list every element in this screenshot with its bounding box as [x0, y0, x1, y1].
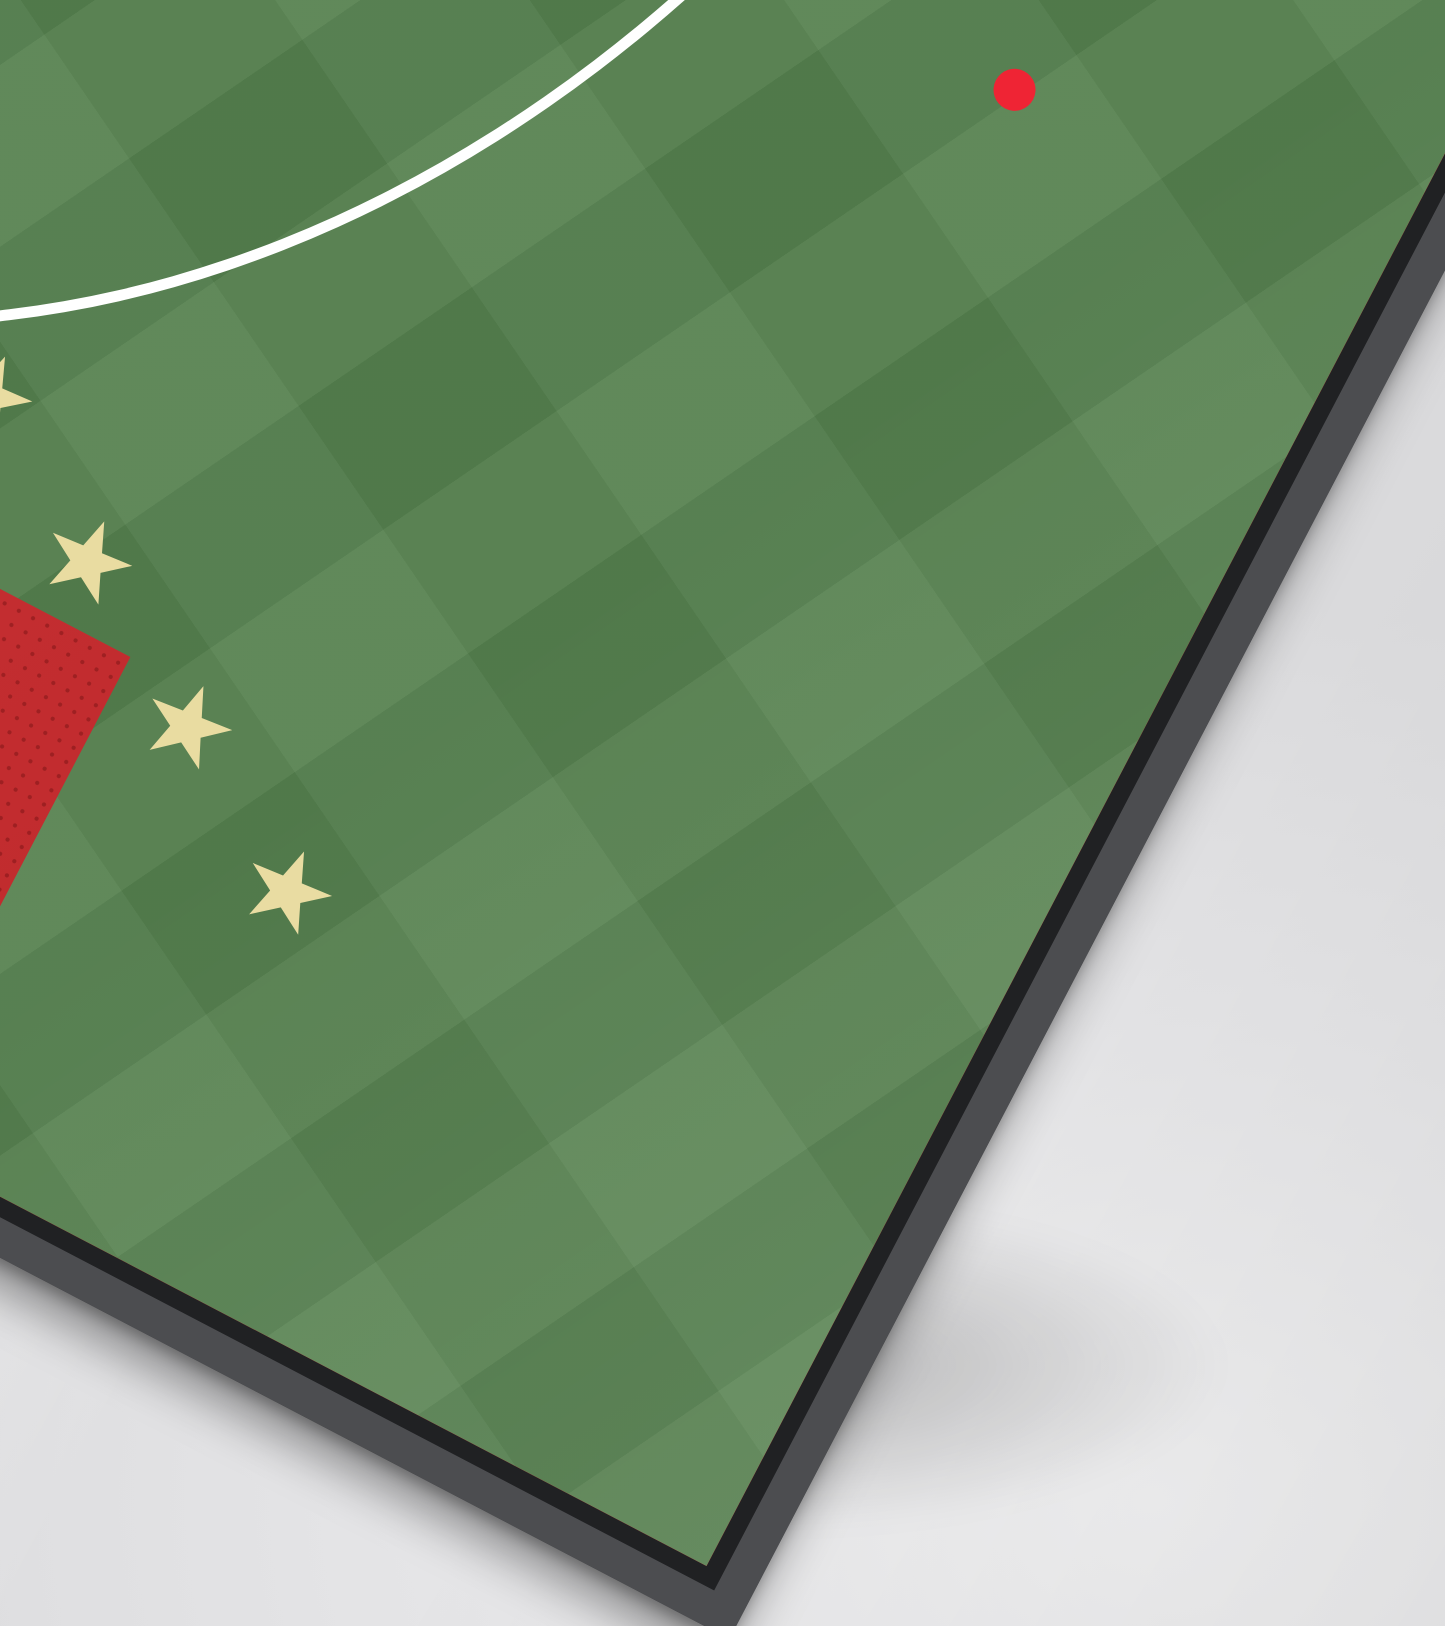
scene: BAYERN SPIELER BARCELONA SPIELER BALLKON… [0, 0, 1445, 1626]
framed-poster[interactable]: BAYERN SPIELER BARCELONA SPIELER BALLKON… [0, 0, 1445, 1626]
